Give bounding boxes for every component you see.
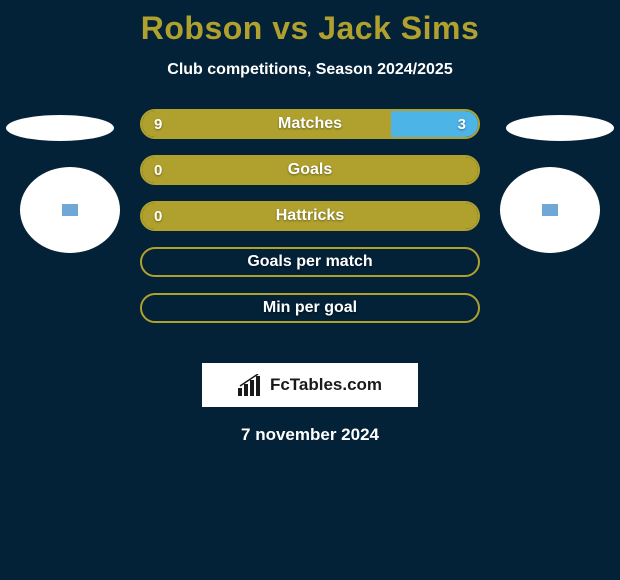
avatar-placeholder-icon — [62, 204, 78, 216]
bar-label: Min per goal — [142, 299, 478, 317]
logo-text: FcTables.com — [270, 375, 382, 395]
fctables-logo[interactable]: FcTables.com — [202, 363, 418, 407]
bar-label: Hattricks — [142, 207, 478, 225]
comparison-area: 9 Matches 3 0 Goals 0 Hattricks Goals pe… — [0, 109, 620, 349]
avatar-placeholder-icon — [542, 204, 558, 216]
bar-label: Goals per match — [142, 253, 478, 271]
bar-right-value: 3 — [458, 116, 466, 133]
left-player-avatar — [20, 167, 120, 253]
stat-bars-container: 9 Matches 3 0 Goals 0 Hattricks Goals pe… — [140, 109, 480, 339]
stat-bar-goals: 0 Goals — [140, 155, 480, 185]
bar-label: Goals — [142, 161, 478, 179]
right-player-avatar — [500, 167, 600, 253]
left-ellipse-decor — [6, 115, 114, 141]
right-ellipse-decor — [506, 115, 614, 141]
stat-bar-matches: 9 Matches 3 — [140, 109, 480, 139]
bar-label: Matches — [142, 115, 478, 133]
page-title: Robson vs Jack Sims — [0, 0, 620, 47]
date-text: 7 november 2024 — [0, 425, 620, 445]
stat-bar-hattricks: 0 Hattricks — [140, 201, 480, 231]
stat-bar-goals-per-match: Goals per match — [140, 247, 480, 277]
subtitle: Club competitions, Season 2024/2025 — [0, 61, 620, 79]
stat-bar-min-per-goal: Min per goal — [140, 293, 480, 323]
bar-chart-icon — [238, 374, 264, 396]
